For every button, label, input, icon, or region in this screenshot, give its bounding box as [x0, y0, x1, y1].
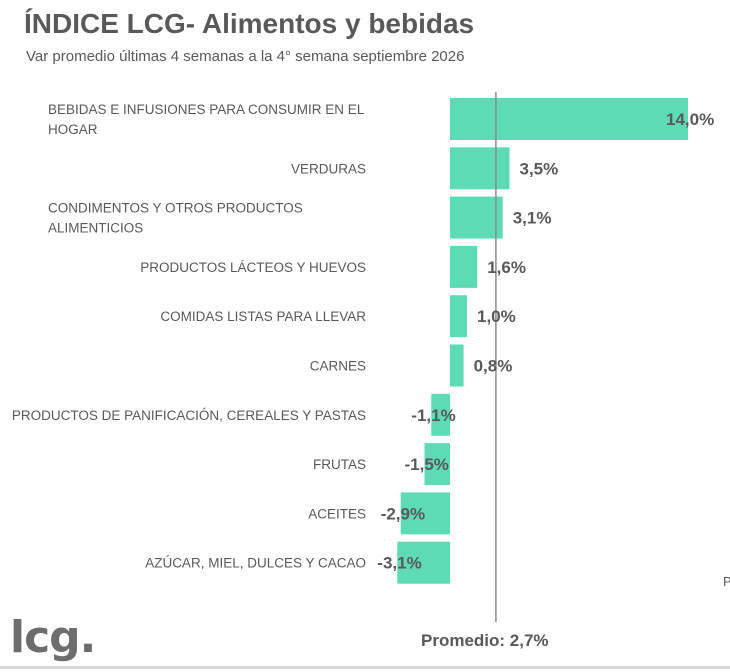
- category-label: VERDURAS: [291, 161, 366, 176]
- bar: [431, 393, 450, 436]
- category-label: FRUTAS: [313, 457, 366, 472]
- bar: [450, 98, 688, 140]
- category-label: BEBIDAS E INFUSIONES PARA CONSUMIR EN EL…: [48, 102, 365, 137]
- value-label: 1,0%: [477, 307, 516, 326]
- cropped-text: P: [723, 574, 730, 589]
- value-label: -1,1%: [411, 406, 455, 425]
- bar: [450, 295, 467, 338]
- value-label: 14,0%: [666, 110, 714, 129]
- bar: [450, 147, 510, 190]
- bar: [400, 492, 450, 535]
- bar: [450, 344, 464, 387]
- category-label: AZÚCAR, MIEL, DULCES Y CACAO: [145, 556, 366, 571]
- category-label: ACEITES: [308, 506, 366, 521]
- bar: [397, 541, 450, 584]
- value-label: 3,5%: [520, 159, 559, 178]
- category-label: CARNES: [310, 359, 366, 374]
- category-label: PRODUCTOS LÁCTEOS Y HUEVOS: [140, 260, 366, 275]
- category-label: PRODUCTOS DE PANIFICACIÓN, CEREALES Y PA…: [12, 408, 366, 423]
- value-label: 3,1%: [513, 209, 552, 228]
- value-label: -3,1%: [377, 554, 421, 573]
- lcg-logo: lcg.: [10, 612, 96, 663]
- value-label: 0,8%: [474, 357, 513, 376]
- bottom-divider: [0, 666, 730, 669]
- bar: [450, 196, 503, 239]
- category-label: CONDIMENTOS Y OTROS PRODUCTOS ALIMENTICIO…: [48, 201, 303, 236]
- value-label: -1,5%: [405, 455, 449, 474]
- value-label: -2,9%: [381, 504, 425, 523]
- chart-title: ÍNDICE LCG- Alimentos y bebidas: [24, 8, 475, 39]
- value-label: 1,6%: [487, 258, 526, 277]
- chart-subtitle: Var promedio últimas 4 semanas a la 4° s…: [26, 48, 465, 65]
- average-label: Promedio: 2,7%: [421, 631, 549, 650]
- bar: [450, 245, 478, 288]
- category-label: COMIDAS LISTAS PARA LLEVAR: [160, 309, 366, 324]
- bar: [424, 443, 450, 486]
